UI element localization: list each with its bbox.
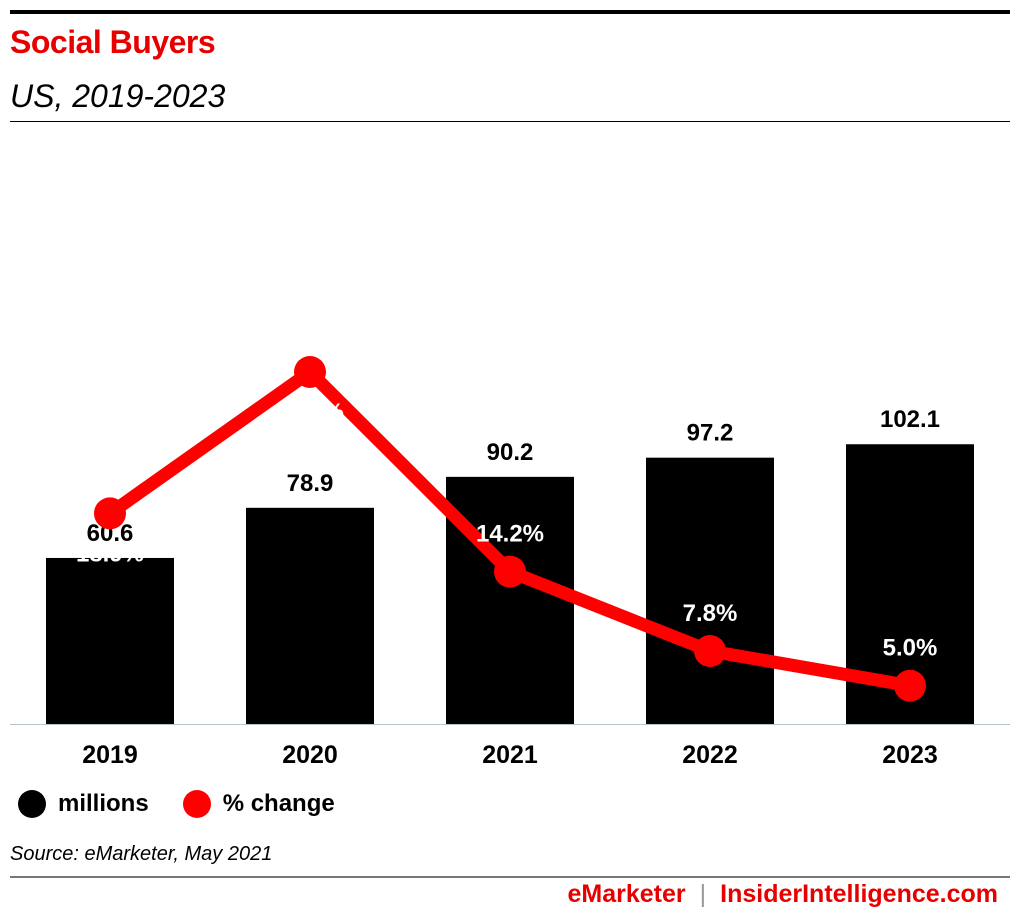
subtitle-rule: [10, 121, 1010, 122]
bar-2021: [446, 476, 574, 724]
change-label-2022: 7.8%: [683, 600, 738, 627]
bar-label-2023: 102.1: [880, 406, 940, 433]
legend-item-change: % change: [182, 790, 335, 818]
footer: eMarketer | InsiderIntelligence.com: [568, 880, 999, 909]
x-tick-label-2022: 2022: [682, 741, 738, 769]
change-point-2023: [894, 669, 926, 702]
change-label-2021: 14.2%: [476, 521, 544, 548]
bar-2022: [646, 457, 774, 724]
bar-2020: [246, 507, 374, 724]
change-point-2019: [94, 497, 126, 530]
chart-subtitle: US, 2019-2023: [10, 78, 226, 114]
change-point-2020: [294, 356, 326, 388]
x-tick-label-2021: 2021: [482, 741, 538, 769]
change-label-2023: 5.0%: [883, 635, 938, 662]
footer-brand-insider[interactable]: InsiderIntelligence.com: [720, 880, 998, 908]
legend-label-change: % change: [222, 790, 335, 817]
change-point-2022: [694, 635, 726, 667]
bar-label-2021: 90.2: [487, 439, 534, 466]
chart-title: Social Buyers: [10, 24, 216, 60]
footer-separator: |: [699, 880, 707, 908]
x-tick-label-2019: 2019: [82, 741, 138, 769]
x-tick-label-2020: 2020: [282, 741, 338, 769]
change-label-2019: 18.9%: [76, 540, 144, 567]
change-label-2020: 30.3%: [276, 399, 344, 426]
legend: millions % change: [18, 790, 369, 818]
legend-label-millions: millions: [58, 790, 149, 817]
bar-label-2020: 78.9: [287, 470, 334, 497]
footer-brand-emarketer[interactable]: eMarketer: [567, 880, 686, 908]
bar-label-2022: 97.2: [687, 420, 734, 447]
legend-dot-change: [182, 790, 211, 818]
x-tick-label-2023: 2023: [882, 741, 938, 769]
legend-item-millions: millions: [18, 790, 149, 818]
bottom-rule: [10, 876, 1010, 878]
bar-2019: [46, 557, 174, 724]
source-note: Source: eMarketer, May 2021: [10, 843, 273, 865]
top-rule: [10, 10, 1010, 14]
legend-dot-millions: [18, 790, 46, 818]
change-point-2021: [494, 555, 526, 588]
